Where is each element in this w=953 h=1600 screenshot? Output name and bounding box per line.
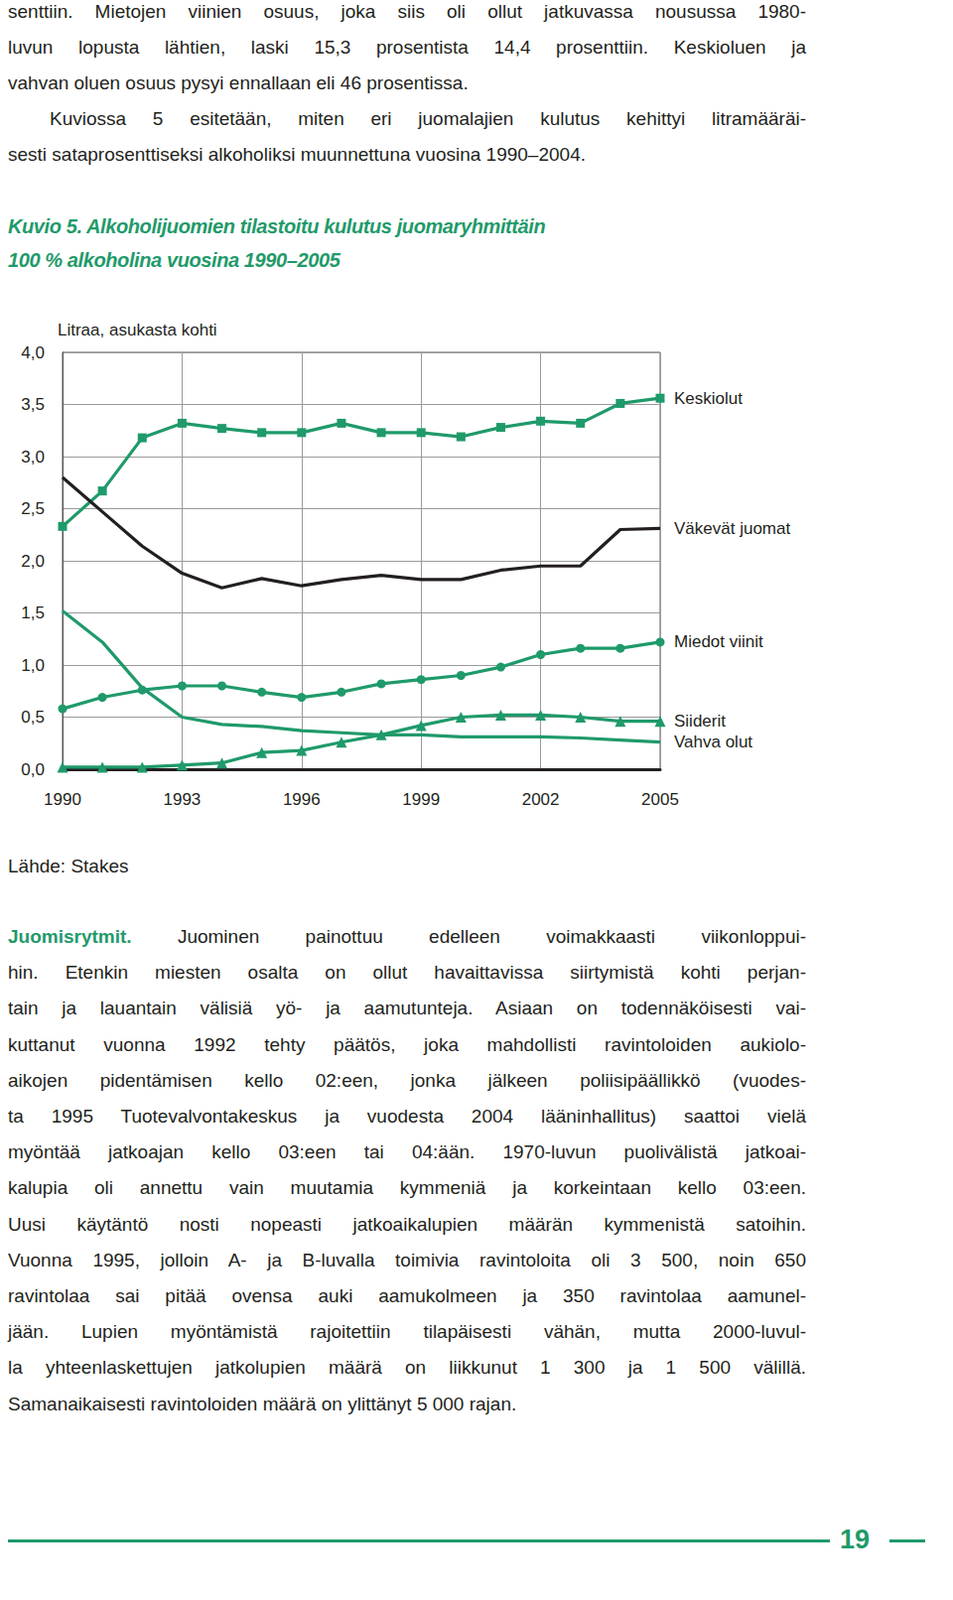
html-text:sesti sataprosenttiseksi alkoh: sesti sataprosenttiseksi alkoholiksi muu… (7, 143, 586, 165)
svg-text:3,5: 3,5 (20, 395, 45, 414)
html-text:Lähde: Stakes: Lähde: Stakes (7, 855, 129, 877)
svg-text:2005: 2005 (641, 790, 680, 810)
html-text:aikojen pidentämisen kello 02:: aikojen pidentämisen kello 02:een, jonka… (7, 1069, 807, 1091)
html-text:senttiin. Mietojen viinien osu: senttiin. Mietojen viinien osuus, joka s… (7, 0, 807, 22)
svg-text:Vahva olut: Vahva olut (674, 732, 753, 752)
svg-text:1993: 1993 (162, 790, 201, 810)
svg-text:4,0: 4,0 (20, 343, 45, 363)
svg-text:2002: 2002 (522, 790, 560, 810)
svg-text:3,0: 3,0 (20, 447, 45, 467)
svg-text:Miedot viinit: Miedot viinit (674, 632, 764, 652)
svg-text:Keskiolut: Keskiolut (674, 389, 743, 409)
html-text:myöntää jatkoajan kello 03:een: myöntää jatkoajan kello 03:een tai 04:ää… (7, 1141, 807, 1163)
svg-text:2,0: 2,0 (20, 551, 45, 571)
html-text:la yhteenlaskettujen jatkolupi: la yhteenlaskettujen jatkolupien määrä o… (7, 1357, 807, 1379)
svg-text:1999: 1999 (402, 790, 440, 810)
html-text:ravintolaa sai pitää ovensa au: ravintolaa sai pitää ovensa auki aamukol… (7, 1285, 807, 1307)
html-text:Juomisrytmit. Juominen painott: Juomisrytmit. Juominen painottuu edellee… (7, 926, 807, 948)
svg-text:Litraa, asukasta kohti: Litraa, asukasta kohti (57, 320, 218, 340)
html-text:Samanaikaisesti ravintoloiden: Samanaikaisesti ravintoloiden määrä on y… (7, 1393, 517, 1415)
html-text:100 % alkoholina vuosina 1990–: 100 % alkoholina vuosina 1990–2005 (7, 249, 340, 272)
svg-text:0,5: 0,5 (20, 707, 45, 727)
svg-text:Siiderit: Siiderit (674, 711, 726, 731)
html-text:vahvan oluen osuus pysyi ennal: vahvan oluen osuus pysyi ennallaan eli 4… (7, 72, 469, 94)
html-text:luvun lopusta lähtien, laski 1: luvun lopusta lähtien, laski 15,3 prosen… (7, 36, 807, 58)
html-text:Kuviossa 5 esitetään, miten er: Kuviossa 5 esitetään, miten eri juomalaj… (49, 108, 807, 130)
html-text:19: 19 (839, 1524, 870, 1555)
svg-text:0,0: 0,0 (20, 760, 45, 780)
svg-text:1,0: 1,0 (20, 656, 45, 676)
html-text:ta 1995 Tuotevalvontakeskus ja: ta 1995 Tuotevalvontakeskus ja vuodesta … (7, 1105, 807, 1127)
svg-text:1,5: 1,5 (20, 603, 45, 623)
svg-text:1990: 1990 (43, 790, 82, 810)
svg-text:Väkevät juomat: Väkevät juomat (674, 519, 791, 539)
html-text:kalupia oli annettu vain muuta: kalupia oli annettu vain muutamia kymmen… (7, 1177, 807, 1199)
html-text:hin. Etenkin miesten osalta on: hin. Etenkin miesten osalta on ollut hav… (7, 962, 807, 983)
html-text:Vuonna 1995, jolloin A- ja B-l: Vuonna 1995, jolloin A- ja B-luvalla toi… (7, 1249, 807, 1271)
svg-text:2,5: 2,5 (20, 499, 45, 519)
svg-text:1996: 1996 (282, 790, 321, 810)
html-text:Uusi käytäntö nosti nopeasti j: Uusi käytäntö nosti nopeasti jatkoaikalu… (7, 1213, 807, 1235)
html-text:kuttanut vuonna 1992 tehty pää: kuttanut vuonna 1992 tehty päätös, joka … (7, 1034, 807, 1055)
html-text:Kuvio 5. Alkoholijuomien tilas: Kuvio 5. Alkoholijuomien tilastoitu kulu… (7, 215, 546, 238)
html-text:tain ja lauantain välisiä yö-: tain ja lauantain välisiä yö- ja aamutun… (7, 998, 807, 1019)
html-text:jään. Lupien myöntämistä rajoi: jään. Lupien myöntämistä rajoitettiin ti… (7, 1321, 807, 1343)
